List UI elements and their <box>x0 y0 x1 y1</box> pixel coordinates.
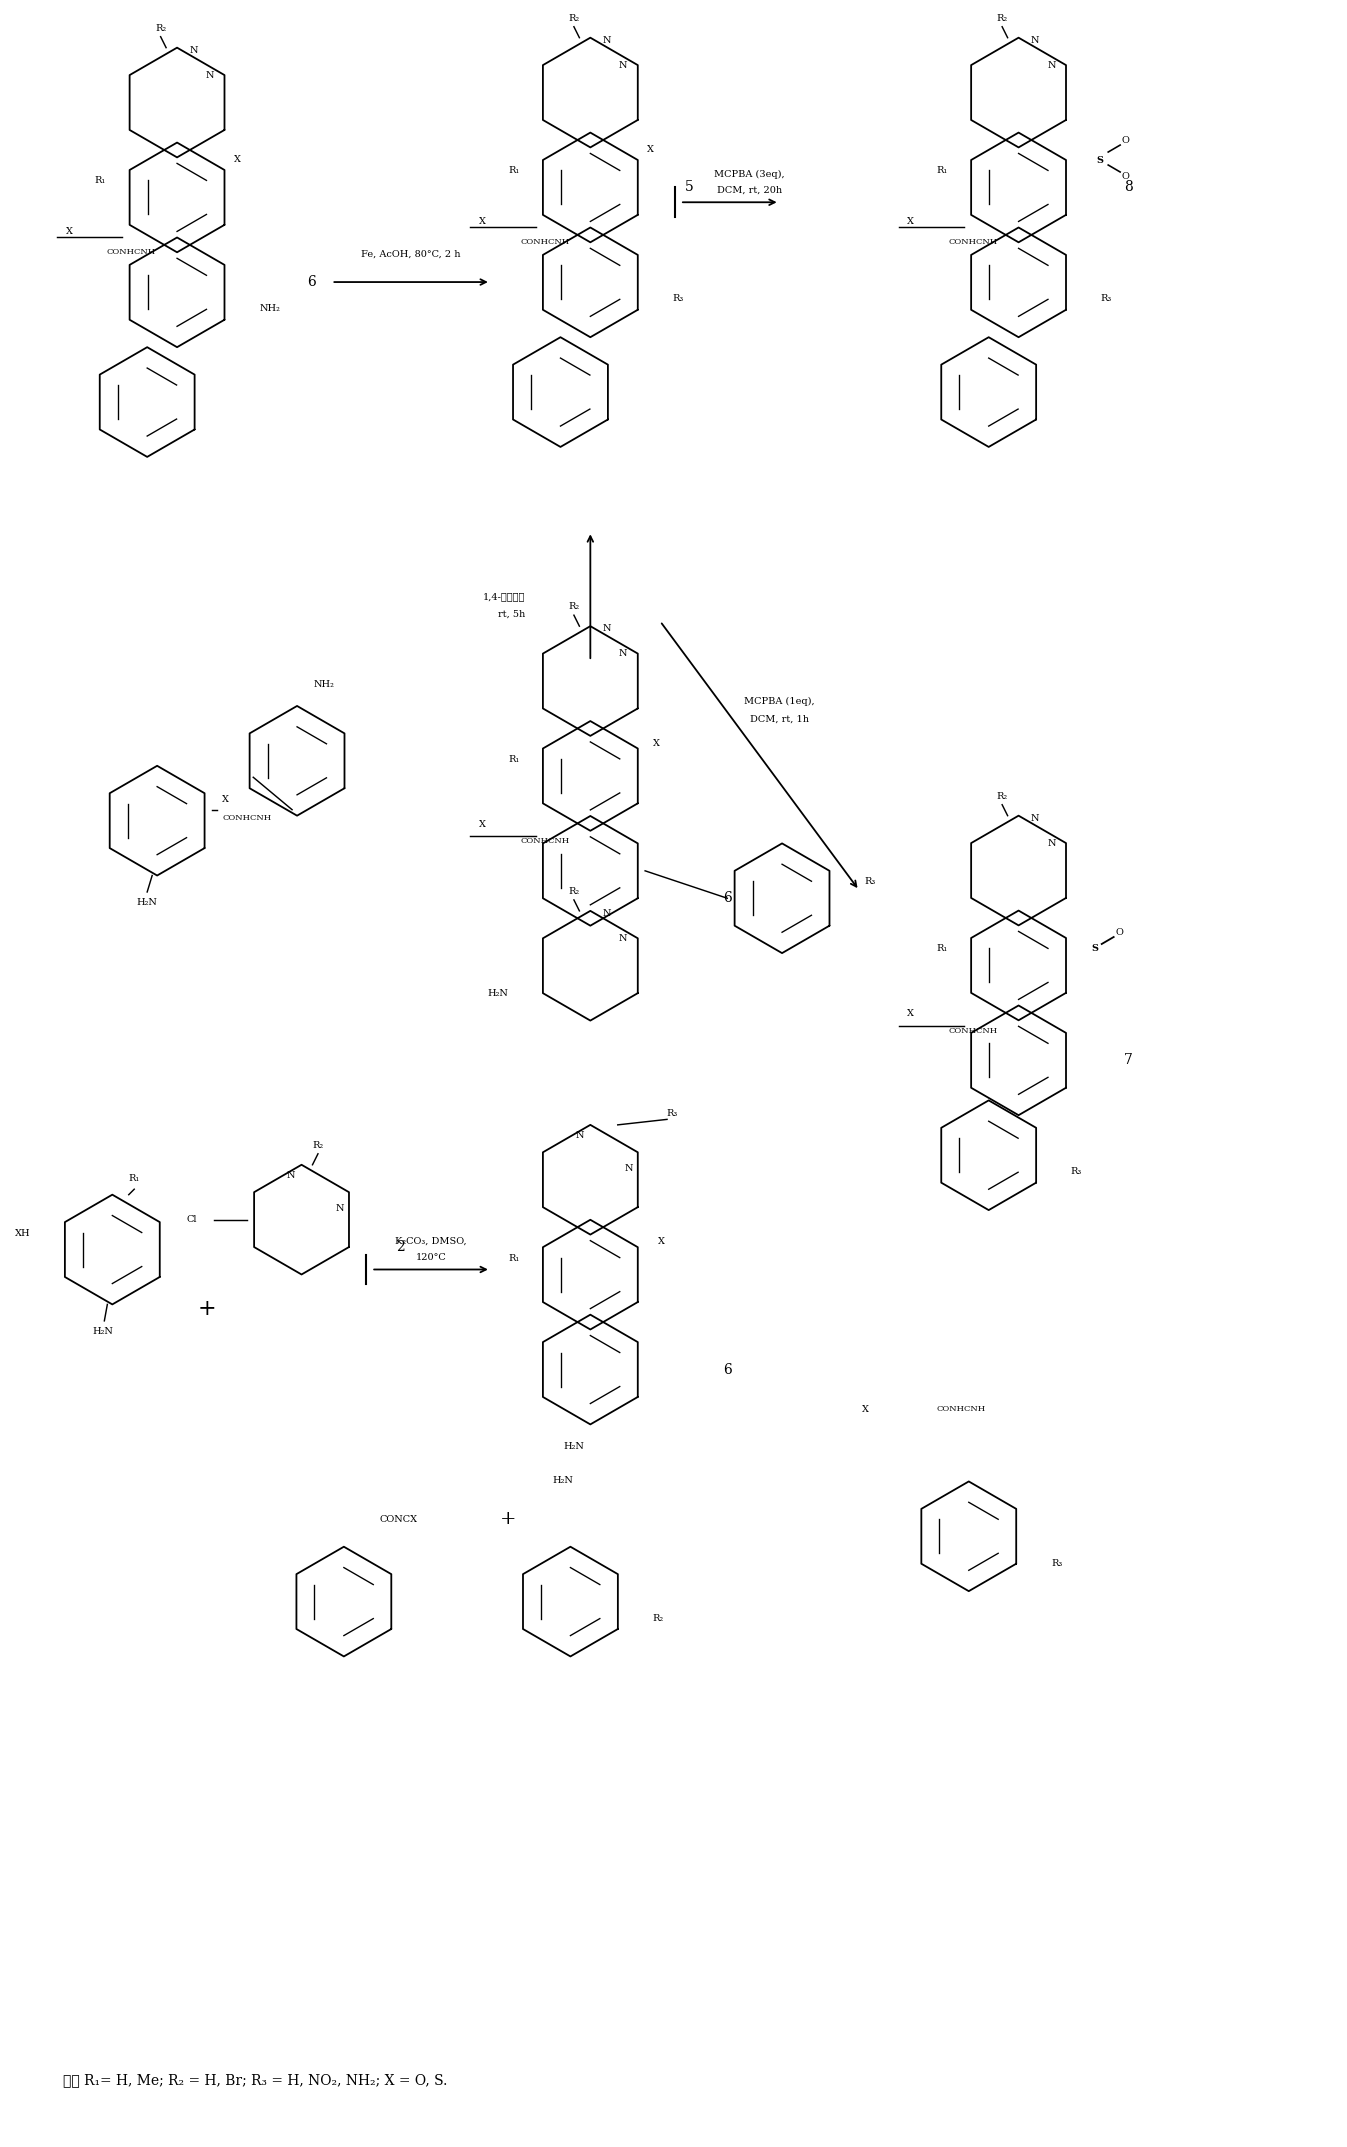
Text: DCM, rt, 1h: DCM, rt, 1h <box>750 715 810 724</box>
Text: R₂: R₂ <box>997 792 1008 801</box>
Text: N: N <box>1030 36 1040 45</box>
Text: NH₂: NH₂ <box>259 305 280 313</box>
Text: X: X <box>478 217 486 225</box>
Text: N: N <box>1047 839 1056 848</box>
Text: X: X <box>862 1404 869 1413</box>
Text: K₂CO₃, DMSO,: K₂CO₃, DMSO, <box>395 1237 467 1245</box>
Text: O: O <box>1121 135 1129 144</box>
Text: X: X <box>66 228 73 236</box>
Text: R₃: R₃ <box>1100 294 1113 303</box>
Text: O: O <box>1121 172 1129 182</box>
Text: N: N <box>625 1164 633 1172</box>
Text: Fe, AcOH, 80°C, 2 h: Fe, AcOH, 80°C, 2 h <box>361 249 461 258</box>
Text: N: N <box>206 71 214 79</box>
Text: CONHCNH: CONHCNH <box>222 814 272 822</box>
Text: CONHCNH: CONHCNH <box>948 1026 998 1035</box>
Text: R₃: R₃ <box>1051 1559 1063 1567</box>
Text: N: N <box>1030 814 1040 822</box>
Text: CONCX: CONCX <box>380 1516 418 1524</box>
Text: H₂N: H₂N <box>92 1327 113 1335</box>
Text: R₂: R₂ <box>313 1140 323 1151</box>
Text: H₂N: H₂N <box>552 1477 574 1486</box>
Text: 1,4-二氧六环: 1,4-二氧六环 <box>484 593 525 601</box>
Text: R₁: R₁ <box>508 167 520 176</box>
Text: R₂: R₂ <box>997 15 1008 24</box>
Text: N: N <box>1047 60 1056 69</box>
Text: N: N <box>189 45 198 56</box>
Text: S: S <box>1096 155 1103 165</box>
Text: N: N <box>287 1172 295 1181</box>
Text: X: X <box>234 155 241 163</box>
Text: H₂N: H₂N <box>488 988 508 998</box>
Text: N: N <box>620 934 628 943</box>
Text: R₂: R₂ <box>652 1615 664 1623</box>
Text: XH: XH <box>15 1228 30 1237</box>
Text: R₁: R₁ <box>936 945 947 953</box>
Text: 2: 2 <box>396 1241 404 1254</box>
Text: X: X <box>659 1237 665 1245</box>
Text: DCM, rt, 20h: DCM, rt, 20h <box>717 187 783 195</box>
Text: N: N <box>602 625 612 633</box>
Text: Cl: Cl <box>187 1215 198 1224</box>
Text: O: O <box>1115 928 1123 936</box>
Text: X: X <box>907 1009 915 1018</box>
Text: R₁: R₁ <box>94 176 106 185</box>
Text: 6: 6 <box>723 891 731 906</box>
Text: N: N <box>620 60 628 69</box>
Text: 5: 5 <box>684 180 694 195</box>
Text: R₁: R₁ <box>936 167 947 176</box>
Text: S: S <box>1091 945 1098 953</box>
Text: CONHCNH: CONHCNH <box>106 247 156 255</box>
Text: 6: 6 <box>723 1363 731 1376</box>
Text: 其中 R₁= H, Me; R₂ = H, Br; R₃ = H, NO₂, NH₂; X = O, S.: 其中 R₁= H, Me; R₂ = H, Br; R₃ = H, NO₂, N… <box>62 2074 447 2087</box>
Text: N: N <box>602 36 612 45</box>
Text: R₃: R₃ <box>865 878 876 887</box>
Text: R₃: R₃ <box>672 294 684 303</box>
Text: R₂: R₂ <box>568 15 579 24</box>
Text: R₃: R₃ <box>667 1110 678 1119</box>
Text: H₂N: H₂N <box>137 897 158 908</box>
Text: rt, 5h: rt, 5h <box>498 610 525 618</box>
Text: +: + <box>198 1299 217 1320</box>
Text: N: N <box>575 1131 583 1140</box>
Text: 120°C: 120°C <box>416 1254 446 1262</box>
Text: N: N <box>602 908 612 919</box>
Text: X: X <box>222 794 229 805</box>
Text: R₃: R₃ <box>1071 1168 1082 1177</box>
Text: MCPBA (1eq),: MCPBA (1eq), <box>745 696 815 706</box>
Text: R₂: R₂ <box>568 887 579 895</box>
Text: X: X <box>647 144 655 155</box>
Text: CONHCNH: CONHCNH <box>936 1404 986 1413</box>
Text: MCPBA (3eq),: MCPBA (3eq), <box>714 170 785 178</box>
Text: N: N <box>335 1204 343 1213</box>
Text: H₂N: H₂N <box>563 1443 585 1451</box>
Text: NH₂: NH₂ <box>314 678 335 689</box>
Text: 7: 7 <box>1123 1054 1133 1067</box>
Text: CONHCNH: CONHCNH <box>520 238 570 245</box>
Text: N: N <box>620 648 628 659</box>
Text: R₂: R₂ <box>568 603 579 612</box>
Text: X: X <box>478 820 486 829</box>
Text: CONHCNH: CONHCNH <box>948 238 998 245</box>
Text: R₁: R₁ <box>128 1174 140 1183</box>
Text: R₁: R₁ <box>508 1254 520 1262</box>
Text: 6: 6 <box>307 275 317 290</box>
Text: R₂: R₂ <box>155 24 166 32</box>
Text: +: + <box>500 1509 516 1529</box>
Text: R₁: R₁ <box>508 756 520 764</box>
Text: CONHCNH: CONHCNH <box>520 837 570 846</box>
Text: 8: 8 <box>1123 180 1133 195</box>
Text: X: X <box>907 217 915 225</box>
Text: X: X <box>652 739 660 747</box>
